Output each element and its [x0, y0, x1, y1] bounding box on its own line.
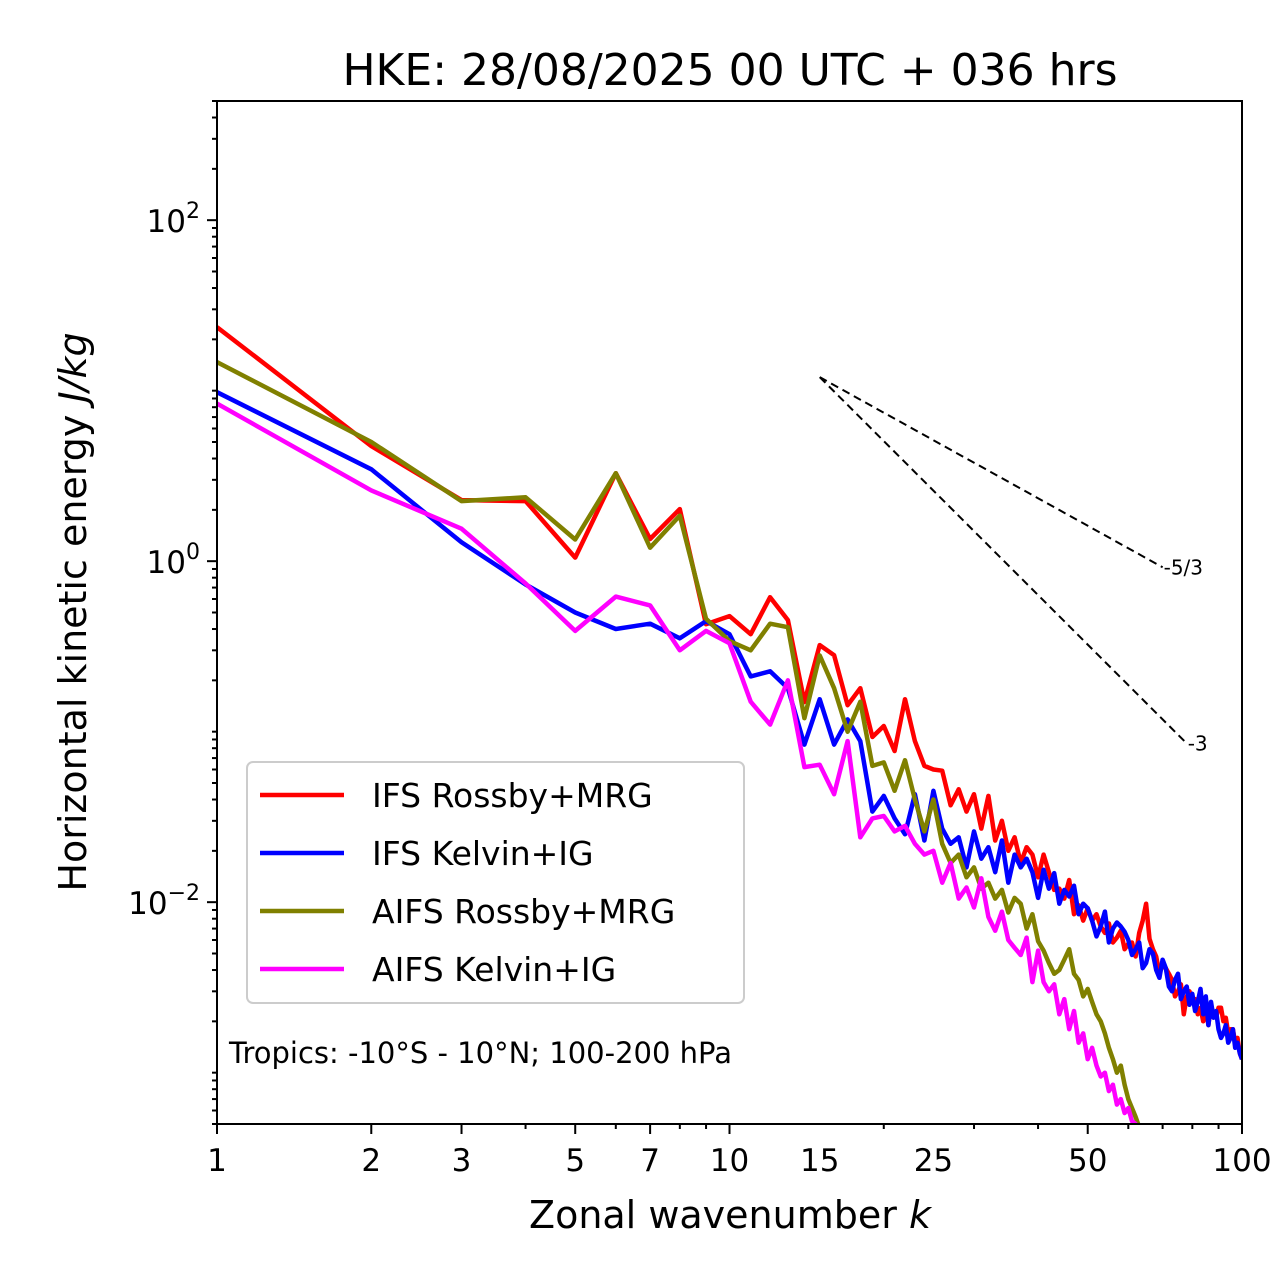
y-axis-label-unit: J/kg: [51, 332, 95, 409]
x-tick-label: 100: [1212, 1143, 1271, 1179]
series-layer: [217, 325, 1242, 1124]
reference-slope-label: -3: [1188, 731, 1208, 755]
y-axis-label: Horizontal kinetic energy J/kg: [51, 332, 95, 891]
legend-label: AIFS Kelvin+IG: [372, 950, 616, 989]
x-tick-label: 1: [207, 1143, 227, 1179]
legend-item: AIFS Kelvin+IG: [260, 950, 616, 989]
series-line-ifs-kelvin-ig: [217, 390, 1242, 1060]
y-tick-label: 100: [147, 540, 200, 581]
legend-label: IFS Rossby+MRG: [372, 776, 653, 815]
reference-slopes: -5/3 -3: [819, 376, 1208, 755]
series-line-aifs-rossby-mrg: [217, 360, 1141, 1124]
y-tick-label: 102: [147, 199, 200, 240]
reference-slope-line: [819, 376, 1164, 569]
legend: IFS Rossby+MRG IFS Kelvin+IG AIFS Rossby+M…: [246, 761, 745, 1004]
legend-item: IFS Kelvin+IG: [260, 834, 594, 873]
x-tick-label: 25: [914, 1143, 953, 1179]
reference-slope-label: -5/3: [1164, 555, 1203, 579]
x-tick-label: 10: [710, 1143, 749, 1179]
legend-item: IFS Rossby+MRG: [260, 776, 653, 815]
x-tick-label: 5: [565, 1143, 585, 1179]
series-line-aifs-kelvin-ig: [217, 401, 1139, 1124]
legend-label: AIFS Rossby+MRG: [372, 892, 675, 931]
legend-item: AIFS Rossby+MRG: [260, 892, 675, 931]
region-annotation: Tropics: -10°S - 10°N; 100-200 hPa: [228, 1036, 732, 1070]
reference-slope-line: [819, 376, 1188, 745]
legend-label: IFS Kelvin+IG: [372, 834, 594, 873]
y-tick-label: 10−2: [128, 881, 200, 922]
y-axis-label-text: Horizontal kinetic energy: [51, 415, 95, 892]
x-axis-label-var: k: [909, 1193, 933, 1237]
y-axis: 102 100 10−2: [128, 100, 217, 1125]
x-tick-label: 15: [800, 1143, 839, 1179]
x-tick-label: 50: [1068, 1143, 1107, 1179]
chart-title: HKE: 28/08/2025 00 UTC + 036 hrs: [342, 45, 1117, 96]
legend-box: [246, 761, 745, 1004]
x-tick-label: 3: [452, 1143, 472, 1179]
x-axis-label: Zonal wavenumber k: [529, 1193, 933, 1237]
x-tick-label: 7: [640, 1143, 660, 1179]
x-axis: 1 2 3 5 7 10 15 25 50 100: [207, 1124, 1272, 1179]
x-axis-label-text: Zonal wavenumber: [529, 1193, 897, 1237]
x-tick-label: 2: [361, 1143, 381, 1179]
